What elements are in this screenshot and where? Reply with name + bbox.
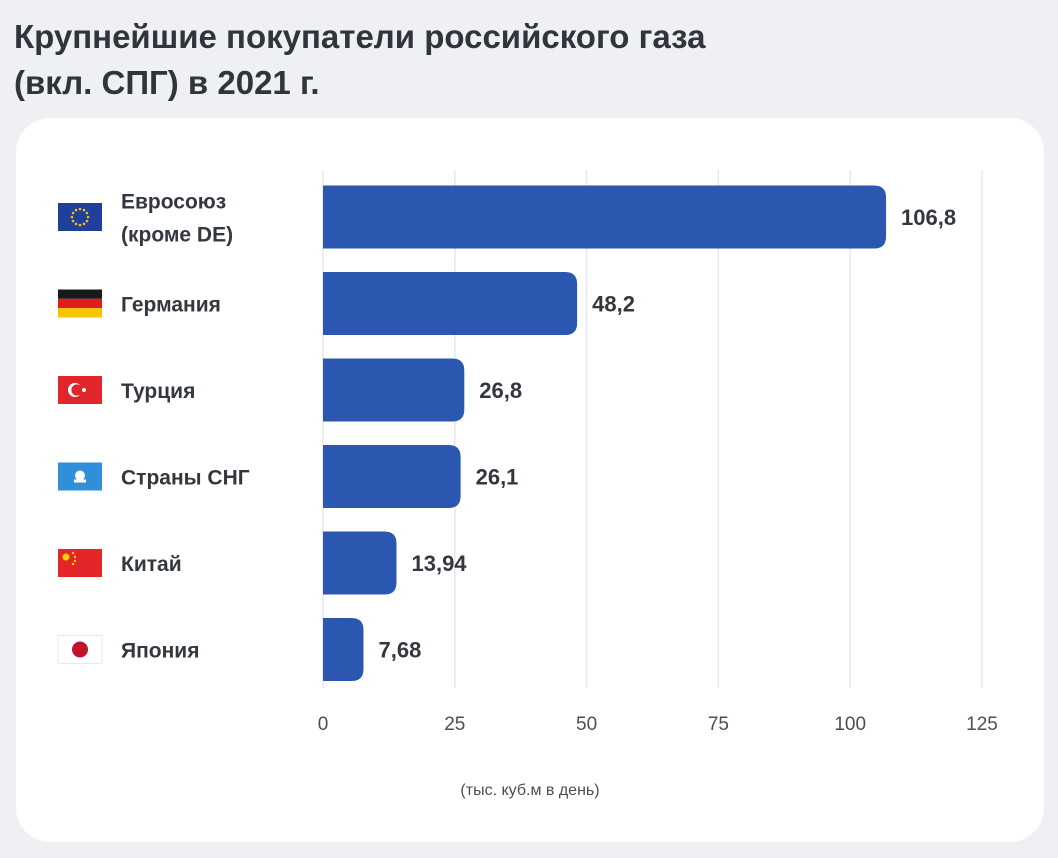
chart-title: Крупнейшие покупатели российского газа (…: [14, 14, 1014, 106]
x-tick-label-0: 0: [318, 714, 329, 735]
germany-flag-icon: [58, 289, 102, 318]
bar-5: [323, 618, 364, 681]
china-flag-icon: [58, 549, 102, 577]
x-tick-label-75: 75: [708, 714, 729, 735]
x-axis-title: (тыс. куб.м в день): [460, 782, 599, 799]
cis-flag-icon: [58, 462, 102, 491]
x-tick-label-125: 125: [966, 714, 998, 735]
bar-3: [323, 445, 461, 508]
japan-flag-icon: [57, 635, 103, 664]
category-label-0-line-0: Евросоюз: [121, 191, 226, 214]
category-label-3: Страны СНГ: [121, 467, 250, 490]
value-label-2: 26,8: [479, 378, 522, 403]
value-label-0: 106,8: [901, 205, 956, 230]
bar-0: [323, 185, 887, 249]
chart-title-line-1: Крупнейшие покупатели российского газа: [14, 18, 706, 55]
x-tick-label-50: 50: [576, 714, 597, 735]
turkey-flag-icon: [58, 376, 102, 404]
bar-1: [323, 272, 578, 335]
value-label-5: 7,68: [378, 638, 421, 663]
bar-4: [323, 531, 397, 595]
value-label-4: 13,94: [411, 551, 467, 576]
value-label-3: 26,1: [476, 465, 519, 490]
category-label-4: Китай: [121, 553, 182, 576]
x-tick-label-100: 100: [834, 714, 866, 735]
category-label-5: Япония: [121, 640, 199, 663]
value-label-1: 48,2: [592, 292, 635, 317]
bar-2: [323, 358, 465, 422]
chart-title-line-2: (вкл. СПГ) в 2021 г.: [14, 64, 320, 101]
category-label-0-line-1: (кроме DE): [121, 224, 233, 247]
category-label-2: Турция: [121, 380, 195, 403]
x-tick-label-25: 25: [444, 714, 465, 735]
eu-flag-icon: [58, 203, 102, 231]
category-label-1: Германия: [121, 294, 221, 317]
